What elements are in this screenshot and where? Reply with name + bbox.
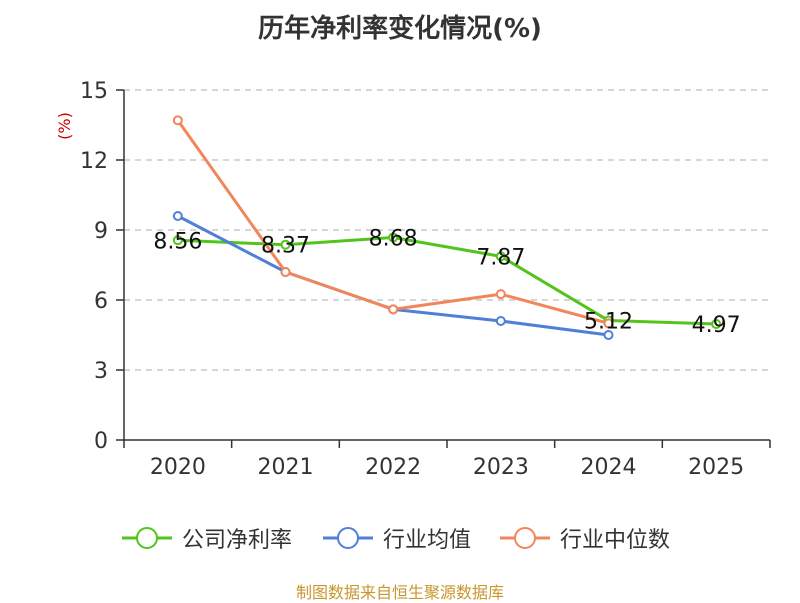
- data-label: 8.68: [369, 226, 418, 251]
- y-tick-label: 6: [94, 289, 108, 314]
- y-tick-label: 0: [94, 429, 108, 454]
- x-tick-label: 2023: [473, 455, 529, 480]
- legend-item-industry-median[interactable]: 行业中位数: [500, 518, 670, 558]
- legend-line-icon: [122, 527, 172, 549]
- data-point[interactable]: [603, 318, 614, 329]
- y-tick-labels: 0 3 6 9 12 15: [80, 79, 124, 454]
- legend: 公司净利率 行业均值 行业中位数: [0, 518, 800, 558]
- x-tick-label: 2020: [150, 455, 206, 480]
- data-point[interactable]: [495, 289, 506, 300]
- axes: [123, 90, 770, 441]
- data-label: 8.56: [153, 229, 202, 254]
- data-point[interactable]: [711, 319, 722, 330]
- y-tick-label: 9: [94, 219, 108, 244]
- legend-label: 行业中位数: [560, 528, 671, 553]
- x-tick-label: 2021: [258, 455, 314, 480]
- data-point[interactable]: [280, 267, 291, 277]
- data-point[interactable]: [495, 251, 506, 262]
- legend-label: 公司净利率: [182, 528, 293, 553]
- legend-line-icon: [500, 527, 550, 549]
- legend-line-icon: [323, 527, 373, 549]
- x-tick-labels: 2020 2021 2022 2023 2024 2025: [123, 440, 771, 480]
- data-point[interactable]: [172, 115, 183, 126]
- data-labels: 8.56 8.37 8.68 7.87 5.12 4.97: [153, 226, 740, 338]
- data-point[interactable]: [388, 232, 399, 243]
- source-note: 制图数据来自恒生聚源数据库: [295, 583, 504, 602]
- series-line: [176, 119, 609, 325]
- data-point[interactable]: [388, 304, 399, 315]
- data-label: 4.97: [692, 313, 741, 338]
- data-label: 8.37: [261, 234, 310, 259]
- y-tick-label: 12: [80, 149, 108, 174]
- data-label: 5.12: [584, 310, 633, 335]
- data-label: 7.87: [476, 245, 525, 270]
- series-group: [172, 115, 722, 340]
- grid-lines: [124, 89, 770, 371]
- chart-title: 历年净利率变化情况(%): [258, 14, 542, 44]
- data-point[interactable]: [603, 330, 614, 340]
- legend-label: 行业均值: [383, 528, 472, 553]
- x-tick-label: 2025: [688, 455, 744, 480]
- y-axis-label: (%): [55, 112, 74, 140]
- data-point[interactable]: [495, 316, 506, 326]
- series-line: [177, 235, 717, 326]
- legend-item-industry-mean[interactable]: 行业均值: [323, 518, 471, 558]
- data-point[interactable]: [280, 239, 291, 250]
- data-point[interactable]: [172, 235, 183, 246]
- y-tick-label: 3: [94, 359, 108, 384]
- x-tick-label: 2024: [581, 455, 637, 480]
- data-point[interactable]: [172, 211, 183, 221]
- x-tick-label: 2022: [365, 455, 421, 480]
- legend-item-company[interactable]: 公司净利率: [122, 518, 292, 558]
- y-tick-label: 15: [80, 79, 108, 104]
